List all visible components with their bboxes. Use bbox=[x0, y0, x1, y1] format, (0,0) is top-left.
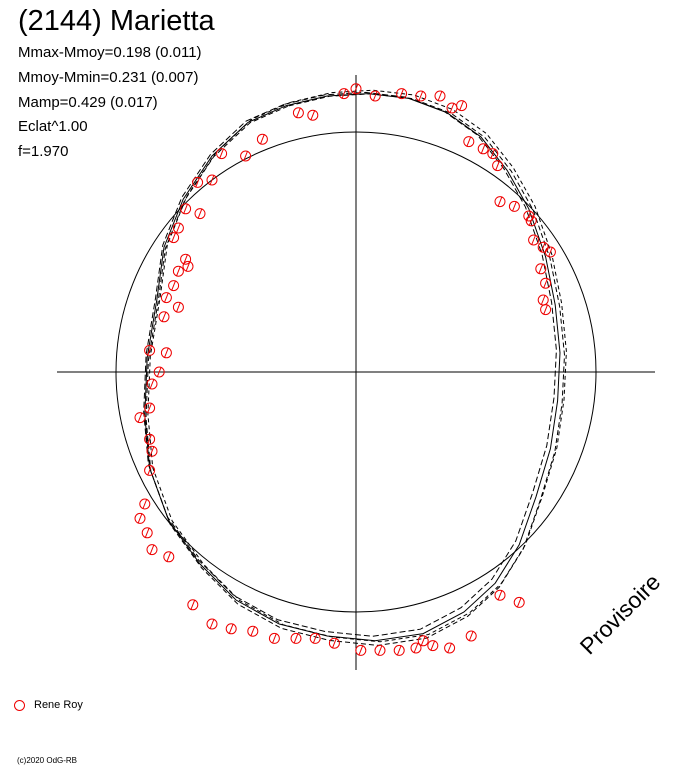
data-point bbox=[528, 234, 540, 246]
data-point bbox=[350, 83, 362, 95]
data-point bbox=[487, 148, 499, 160]
data-point bbox=[417, 635, 429, 647]
data-point bbox=[537, 294, 549, 306]
data-point bbox=[144, 344, 156, 356]
data-point bbox=[146, 544, 158, 556]
data-point bbox=[369, 90, 381, 102]
data-point bbox=[494, 196, 506, 208]
data-point bbox=[134, 512, 146, 524]
data-point bbox=[180, 203, 192, 215]
data-point bbox=[194, 208, 206, 220]
data-point bbox=[144, 464, 156, 476]
model-curves bbox=[143, 89, 567, 646]
data-point bbox=[444, 642, 456, 654]
data-point bbox=[206, 618, 218, 630]
data-point bbox=[540, 277, 552, 289]
data-point bbox=[144, 402, 156, 414]
data-point bbox=[396, 88, 408, 100]
data-point bbox=[494, 589, 506, 601]
data-point bbox=[307, 109, 319, 121]
data-point bbox=[168, 232, 180, 244]
copyright: (c)2020 OdG-RB bbox=[17, 756, 78, 765]
data-point bbox=[477, 143, 489, 155]
data-point bbox=[216, 148, 228, 160]
data-point bbox=[146, 378, 158, 390]
data-point bbox=[465, 630, 477, 642]
observation-points bbox=[134, 83, 556, 656]
data-point bbox=[456, 100, 468, 112]
data-point bbox=[535, 263, 547, 275]
stat-f: f=1.970 bbox=[18, 143, 69, 160]
data-point bbox=[410, 642, 422, 654]
stat-mmoy-mmin: Mmoy-Mmin=0.231 (0.007) bbox=[18, 69, 199, 86]
data-point bbox=[141, 527, 153, 539]
model-curve bbox=[145, 93, 566, 646]
data-point bbox=[427, 640, 439, 652]
data-point bbox=[160, 292, 172, 304]
data-point bbox=[328, 637, 340, 649]
legend: Rene Roy bbox=[14, 697, 83, 713]
data-point bbox=[206, 174, 218, 186]
data-point bbox=[290, 632, 302, 644]
data-point bbox=[187, 599, 199, 611]
data-point bbox=[134, 412, 146, 424]
legend-label: Rene Roy bbox=[34, 699, 83, 711]
stat-eclat: Eclat^1.00 bbox=[18, 118, 88, 135]
data-point bbox=[393, 644, 405, 656]
data-point bbox=[172, 265, 184, 277]
data-point bbox=[192, 176, 204, 188]
data-point bbox=[544, 246, 556, 258]
data-point bbox=[338, 88, 350, 100]
data-point bbox=[146, 445, 158, 457]
stat-mmax-mmoy: Mmax-Mmoy=0.198 (0.011) bbox=[18, 44, 202, 61]
data-point bbox=[513, 596, 525, 608]
data-point bbox=[434, 90, 446, 102]
data-point bbox=[247, 625, 259, 637]
legend-marker-icon bbox=[14, 699, 25, 711]
data-point bbox=[172, 301, 184, 313]
data-point bbox=[160, 347, 172, 359]
data-point bbox=[492, 160, 504, 172]
data-point bbox=[182, 260, 194, 272]
data-point bbox=[163, 551, 175, 563]
data-point bbox=[508, 200, 520, 212]
data-point bbox=[540, 304, 552, 316]
data-point bbox=[355, 644, 367, 656]
data-point bbox=[139, 498, 151, 510]
data-point bbox=[525, 215, 537, 227]
data-point bbox=[153, 366, 165, 378]
data-point bbox=[292, 107, 304, 119]
data-point bbox=[268, 632, 280, 644]
data-point bbox=[144, 433, 156, 445]
data-point bbox=[415, 90, 427, 102]
model-curve bbox=[147, 89, 567, 643]
data-point bbox=[225, 623, 237, 635]
data-point bbox=[256, 133, 268, 145]
chart-title: (2144) Marietta bbox=[18, 5, 215, 37]
data-point bbox=[463, 136, 475, 148]
data-point bbox=[158, 311, 170, 323]
data-point bbox=[240, 150, 252, 162]
model-curve bbox=[143, 91, 557, 637]
data-point bbox=[374, 644, 386, 656]
model-curve bbox=[144, 93, 561, 642]
stat-mamp: Mamp=0.429 (0.017) bbox=[18, 94, 158, 111]
data-point bbox=[309, 632, 321, 644]
data-point bbox=[168, 280, 180, 292]
data-point bbox=[172, 222, 184, 234]
reference-circle bbox=[115, 131, 597, 613]
